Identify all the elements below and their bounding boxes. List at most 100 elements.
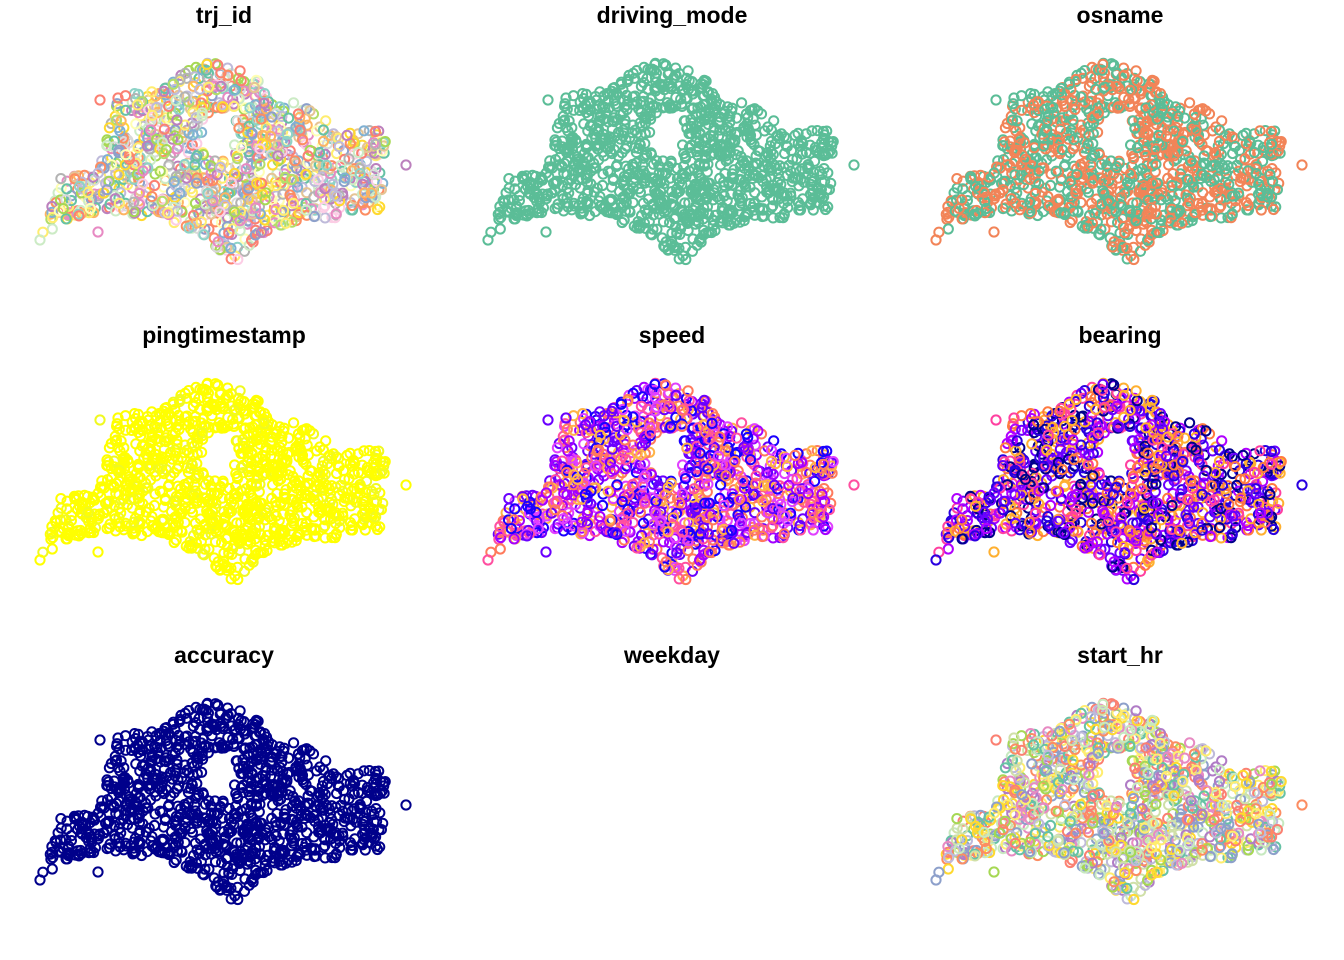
data-point bbox=[817, 125, 829, 138]
data-point bbox=[63, 200, 75, 212]
data-point bbox=[606, 123, 618, 135]
data-point bbox=[670, 91, 682, 104]
data-point bbox=[346, 519, 358, 532]
data-point bbox=[101, 184, 113, 196]
data-point bbox=[277, 188, 289, 200]
data-point bbox=[254, 478, 266, 490]
data-point bbox=[704, 138, 717, 150]
data-point bbox=[655, 195, 667, 207]
data-point bbox=[169, 83, 181, 96]
data-point bbox=[608, 144, 620, 156]
data-point bbox=[286, 216, 298, 228]
data-point bbox=[232, 573, 244, 586]
data-point bbox=[508, 213, 520, 225]
data-point bbox=[559, 98, 571, 110]
data-point bbox=[352, 466, 364, 479]
data-point bbox=[255, 546, 267, 558]
data-point bbox=[302, 470, 314, 482]
data-point bbox=[233, 442, 245, 454]
data-point bbox=[748, 168, 760, 180]
data-point bbox=[1086, 217, 1098, 229]
data-point bbox=[256, 129, 269, 142]
data-point bbox=[201, 58, 213, 71]
data-point bbox=[1173, 204, 1186, 216]
data-point bbox=[285, 493, 297, 505]
data-point bbox=[1165, 217, 1177, 229]
data-point bbox=[544, 155, 556, 167]
data-point bbox=[202, 507, 214, 520]
data-point bbox=[359, 524, 371, 536]
data-point bbox=[130, 118, 142, 130]
data-point bbox=[802, 163, 814, 175]
data-point bbox=[343, 153, 355, 165]
data-point bbox=[1255, 204, 1267, 216]
data-point bbox=[250, 544, 262, 556]
data-point bbox=[148, 179, 161, 192]
data-point bbox=[679, 115, 691, 127]
data-point bbox=[191, 172, 203, 184]
data-point bbox=[312, 494, 324, 506]
data-point bbox=[680, 253, 692, 266]
data-point bbox=[635, 129, 647, 141]
data-point bbox=[207, 195, 219, 207]
data-point bbox=[579, 168, 591, 180]
data-point bbox=[530, 186, 542, 198]
data-point bbox=[211, 561, 223, 573]
data-point bbox=[311, 125, 323, 137]
data-point bbox=[288, 97, 300, 109]
data-point bbox=[113, 197, 126, 209]
data-point bbox=[222, 69, 234, 82]
data-point bbox=[205, 167, 217, 179]
data-point bbox=[101, 140, 113, 152]
data-point bbox=[196, 102, 208, 114]
data-point bbox=[789, 129, 801, 141]
data-point bbox=[143, 445, 155, 457]
data-point bbox=[212, 379, 224, 391]
data-point bbox=[1091, 216, 1103, 228]
data-point bbox=[317, 124, 329, 136]
data-point bbox=[1150, 143, 1162, 155]
data-point bbox=[1071, 168, 1083, 180]
data-point bbox=[1011, 115, 1023, 127]
data-point bbox=[1096, 64, 1108, 76]
data-point bbox=[255, 433, 267, 445]
data-point bbox=[733, 173, 745, 185]
data-point bbox=[596, 179, 609, 192]
data-point bbox=[704, 129, 717, 142]
data-point bbox=[748, 204, 760, 216]
data-point bbox=[702, 143, 714, 155]
data-point bbox=[358, 445, 370, 457]
data-point bbox=[1162, 111, 1174, 123]
data-point bbox=[233, 122, 245, 134]
data-point bbox=[365, 187, 378, 199]
data-point bbox=[1154, 97, 1166, 110]
data-point bbox=[1068, 134, 1080, 146]
data-point bbox=[249, 229, 261, 241]
data-point bbox=[1085, 197, 1098, 209]
data-point bbox=[687, 102, 699, 114]
data-point bbox=[816, 168, 828, 180]
data-point bbox=[1067, 114, 1079, 126]
data-point bbox=[1215, 148, 1227, 160]
data-point bbox=[540, 167, 552, 179]
data-point bbox=[214, 481, 226, 494]
data-point bbox=[196, 427, 208, 439]
data-point bbox=[970, 180, 982, 192]
data-point bbox=[997, 184, 1009, 196]
data-point bbox=[567, 90, 580, 102]
data-point bbox=[1016, 104, 1028, 116]
data-point bbox=[141, 460, 153, 472]
data-point bbox=[1152, 138, 1165, 150]
data-point bbox=[1275, 136, 1287, 148]
data-point bbox=[578, 118, 590, 130]
data-point bbox=[176, 206, 188, 218]
data-point bbox=[956, 213, 968, 225]
data-point bbox=[1113, 101, 1125, 113]
data-point bbox=[670, 69, 682, 82]
data-point bbox=[281, 448, 294, 460]
data-point bbox=[369, 125, 381, 138]
data-point bbox=[174, 507, 186, 519]
data-point bbox=[113, 517, 126, 529]
data-point bbox=[375, 504, 387, 516]
data-point bbox=[137, 178, 149, 190]
